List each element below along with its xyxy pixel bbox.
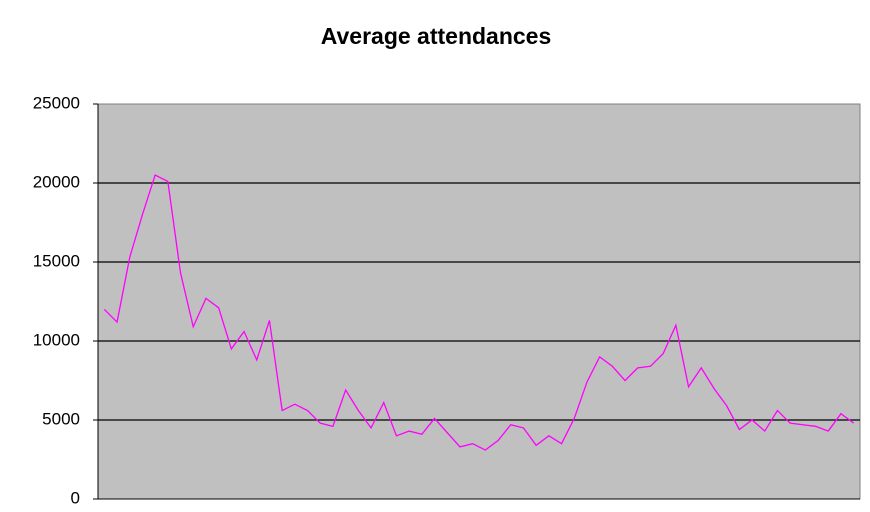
y-tick-label: 15000 bbox=[33, 251, 80, 270]
plot-area bbox=[97, 103, 861, 500]
y-tick-label: 0 bbox=[71, 488, 80, 507]
y-tick-label: 20000 bbox=[33, 172, 80, 191]
chart-title: Average attendances bbox=[321, 23, 552, 49]
y-tick-label: 10000 bbox=[33, 330, 80, 349]
data-line bbox=[103, 174, 855, 451]
y-tick-label: 25000 bbox=[33, 93, 80, 112]
y-tick-label: 5000 bbox=[42, 409, 80, 428]
